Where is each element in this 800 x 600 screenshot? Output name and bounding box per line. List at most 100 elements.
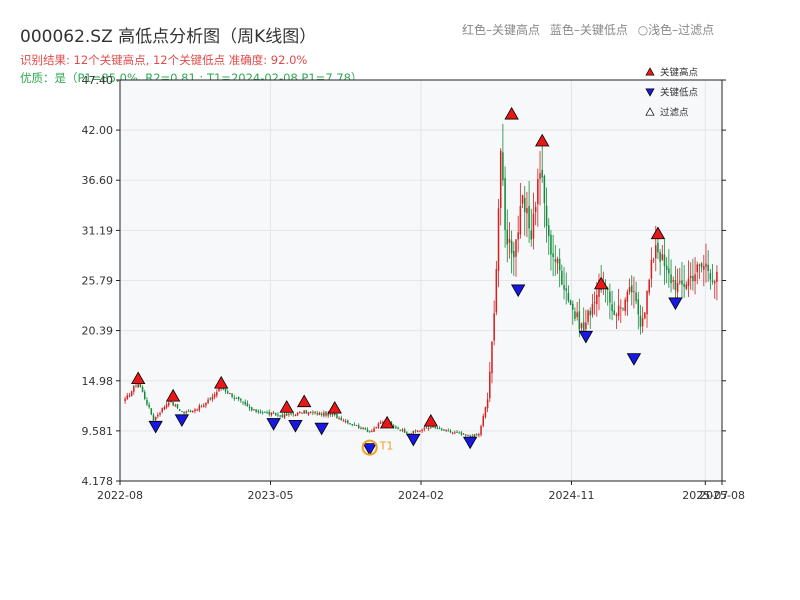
candle-body: [288, 413, 290, 415]
candle-body: [530, 230, 533, 240]
candle-body: [305, 410, 308, 414]
candle-body: [661, 254, 664, 260]
legend-marker: [645, 88, 655, 97]
candle-body: [491, 341, 493, 374]
candle-body: [255, 409, 257, 412]
x-tick-label: 2024-11: [549, 489, 595, 502]
candle-body: [200, 406, 203, 408]
candle-body: [292, 413, 295, 415]
candle-body: [318, 412, 321, 416]
candles: [124, 123, 718, 439]
candle-body: [458, 432, 460, 434]
key-low-marker: [362, 443, 377, 456]
candle-body: [486, 399, 489, 409]
candle-body: [497, 208, 500, 271]
candle-body: [587, 310, 589, 322]
candle-body: [314, 412, 316, 414]
candle-body: [694, 274, 696, 282]
legend-marker: [645, 67, 655, 76]
key-high-marker: [379, 415, 395, 429]
candle-body: [449, 431, 452, 433]
candle-body: [624, 299, 626, 312]
y-tick-label: 20.39: [82, 325, 114, 338]
key-high-marker: [296, 394, 312, 408]
key-high-marker: [213, 375, 229, 389]
candle-body: [183, 412, 185, 414]
candle-body: [329, 412, 332, 415]
key-low-marker: [578, 330, 594, 344]
candle-body: [312, 412, 314, 414]
candle-body: [172, 401, 174, 406]
key-low-marker: [148, 420, 163, 434]
candle-body: [499, 150, 502, 208]
candle-body: [323, 412, 325, 416]
candle-body: [591, 303, 594, 315]
candle-body: [574, 311, 576, 319]
key-low-marker: [314, 422, 329, 436]
candle-body: [202, 405, 205, 408]
candle-body: [447, 430, 450, 432]
candle-body: [266, 412, 268, 414]
y-tick-label: 36.60: [82, 174, 114, 187]
candle-body: [299, 411, 301, 414]
key-high-marker: [327, 400, 342, 414]
candle-body: [526, 207, 528, 214]
result-summary: 识别结果: 12个关键高点, 12个关键低点 准确度: 92.0%: [20, 53, 308, 67]
candle-body: [443, 429, 445, 431]
candle-body: [261, 412, 264, 414]
candle-body: [532, 213, 535, 239]
candle-body: [224, 388, 227, 392]
candle-body: [432, 426, 434, 428]
candle-body: [412, 430, 415, 434]
candle-body: [593, 302, 596, 304]
x-tick-label: 2022-08: [97, 489, 143, 502]
candle-body: [259, 411, 262, 413]
candle-body: [351, 424, 353, 426]
candle-body: [327, 413, 329, 416]
x-tick-label: 2025-07: [682, 489, 728, 502]
candle-body: [456, 431, 458, 433]
t1-label: T1: [379, 440, 394, 453]
candle-body: [713, 281, 716, 284]
candle-body: [303, 410, 305, 414]
pivot-markers: T1: [131, 106, 683, 456]
key-high-marker: [504, 106, 519, 120]
y-tick-label: 42.00: [82, 124, 114, 137]
legend-label: 关键高点: [660, 67, 699, 79]
candle-body: [257, 410, 260, 413]
candle-body: [277, 414, 279, 416]
candle-body: [185, 411, 188, 413]
candle-body: [558, 258, 561, 271]
candle-body: [617, 305, 620, 316]
candle-body: [248, 406, 251, 409]
candle-body: [676, 282, 679, 293]
candle-body: [170, 401, 172, 403]
candle-body: [331, 414, 334, 416]
candle-body: [685, 284, 688, 289]
candle-body: [460, 432, 463, 435]
candle-body: [545, 205, 548, 227]
candle-body: [670, 274, 672, 284]
candle-body: [635, 292, 637, 302]
candle-body: [189, 410, 192, 412]
candle-body: [440, 428, 443, 430]
candle-body: [126, 395, 129, 399]
candle-body: [205, 402, 207, 406]
candle-body: [430, 427, 432, 429]
y-tick-label: 4.178: [82, 475, 114, 488]
candle-body: [207, 399, 209, 404]
candle-body: [194, 409, 196, 412]
candle-body: [233, 397, 236, 399]
candle-body: [550, 234, 552, 255]
candle-body: [445, 429, 447, 431]
axes: 4.178 9.581 14.98 20.39 25.79 31.19 36.60 42.00…: [82, 74, 745, 502]
candle-body: [130, 391, 133, 397]
candle-body: [646, 290, 648, 315]
candle-body: [534, 206, 537, 212]
candle-body: [438, 427, 441, 429]
candle-body: [462, 433, 465, 435]
key-high-marker: [131, 371, 146, 385]
legend-label: 关键低点: [660, 87, 699, 99]
candle-body: [336, 414, 338, 419]
